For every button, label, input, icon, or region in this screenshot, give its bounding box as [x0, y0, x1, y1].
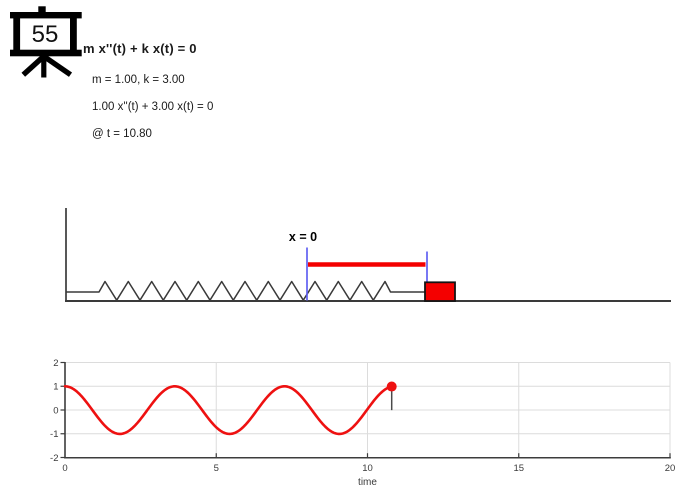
- mass-block: [424, 281, 456, 302]
- solution-curve: [63, 385, 394, 436]
- numeric-equation: 1.00 x''(t) + 3.00 x(t) = 0: [92, 101, 214, 113]
- grid-lines: [65, 362, 671, 458]
- current-time-label: @ t = 10.80: [92, 128, 152, 140]
- icon-knob: [38, 6, 46, 14]
- origin-label: x = 0: [289, 230, 317, 244]
- icon-left-border: [13, 18, 21, 50]
- icon-top-bar: [10, 12, 82, 19]
- y-tick-label: 0: [53, 405, 58, 416]
- x-tick-label: 20: [665, 463, 676, 474]
- spring-coil: [66, 280, 425, 301]
- y-tick-label: -2: [50, 453, 58, 464]
- x-axis-title: time: [358, 477, 377, 488]
- icon-right-border: [70, 18, 77, 50]
- x-tick-label: 5: [214, 463, 219, 474]
- displacement-plot: 2 1 0 -1 -2 0 5 10 15 20 time: [50, 358, 675, 488]
- equation-title: m x''(t) + k x(t) = 0: [83, 41, 197, 56]
- spring-mass-diagram: x = 0: [65, 208, 671, 302]
- tick-marks: [60, 361, 671, 459]
- projector-screen-icon: 55: [10, 6, 82, 78]
- y-tick-label: -1: [50, 429, 58, 440]
- parameter-values: m = 1.00, k = 3.00: [92, 74, 185, 86]
- icon-left-leg: [21, 54, 46, 77]
- x-tick-label: 15: [513, 463, 524, 474]
- icon-bottom-bar: [10, 49, 82, 57]
- icon-right-leg: [42, 54, 73, 77]
- x-tick-label: 0: [62, 463, 67, 474]
- current-time-dot: [386, 381, 397, 392]
- x-tick-label: 10: [362, 463, 373, 474]
- y-tick-label: 1: [53, 382, 58, 393]
- slide-number: 55: [32, 21, 59, 48]
- y-tick-label: 2: [53, 358, 58, 369]
